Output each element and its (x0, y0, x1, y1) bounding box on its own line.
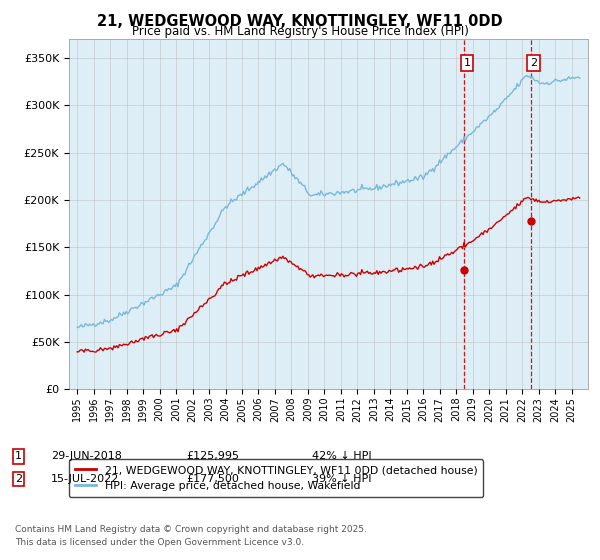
Legend: 21, WEDGEWOOD WAY, KNOTTINGLEY, WF11 0DD (detached house), HPI: Average price, d: 21, WEDGEWOOD WAY, KNOTTINGLEY, WF11 0DD… (69, 459, 483, 497)
Text: 21, WEDGEWOOD WAY, KNOTTINGLEY, WF11 0DD: 21, WEDGEWOOD WAY, KNOTTINGLEY, WF11 0DD (97, 14, 503, 29)
Text: £125,995: £125,995 (186, 451, 239, 461)
Text: 1: 1 (463, 58, 470, 68)
Text: 1: 1 (15, 451, 22, 461)
Text: 15-JUL-2022: 15-JUL-2022 (51, 474, 119, 484)
Text: 42% ↓ HPI: 42% ↓ HPI (312, 451, 371, 461)
Text: 2: 2 (15, 474, 22, 484)
Text: £177,500: £177,500 (186, 474, 239, 484)
Text: 2: 2 (530, 58, 537, 68)
Text: Price paid vs. HM Land Registry's House Price Index (HPI): Price paid vs. HM Land Registry's House … (131, 25, 469, 38)
Text: 39% ↓ HPI: 39% ↓ HPI (312, 474, 371, 484)
Text: 29-JUN-2018: 29-JUN-2018 (51, 451, 122, 461)
Text: Contains HM Land Registry data © Crown copyright and database right 2025.
This d: Contains HM Land Registry data © Crown c… (15, 525, 367, 547)
